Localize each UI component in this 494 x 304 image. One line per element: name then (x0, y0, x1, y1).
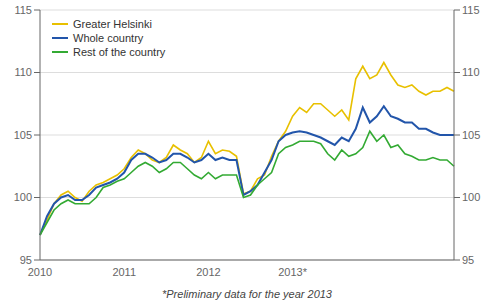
svg-text:110: 110 (14, 66, 32, 78)
svg-text:2011: 2011 (112, 266, 136, 278)
svg-text:100: 100 (14, 191, 32, 203)
svg-text:105: 105 (14, 129, 32, 141)
svg-text:95: 95 (20, 254, 32, 266)
html-text:Rest of the country: Rest of the country (73, 46, 166, 58)
html-text:Greater Helsinki: Greater Helsinki (73, 18, 152, 30)
html-text:Whole country: Whole country (73, 32, 144, 44)
svg-text:115: 115 (462, 4, 480, 16)
svg-text:2010: 2010 (28, 266, 52, 278)
svg-text:95: 95 (462, 254, 474, 266)
svg-text:*Preliminary data for the year: *Preliminary data for the year 2013 (162, 288, 333, 300)
svg-text:100: 100 (462, 191, 480, 203)
svg-text:2012: 2012 (196, 266, 220, 278)
svg-text:2013*: 2013* (278, 266, 307, 278)
svg-text:110: 110 (462, 66, 480, 78)
svg-text:115: 115 (14, 4, 32, 16)
svg-text:105: 105 (462, 129, 480, 141)
